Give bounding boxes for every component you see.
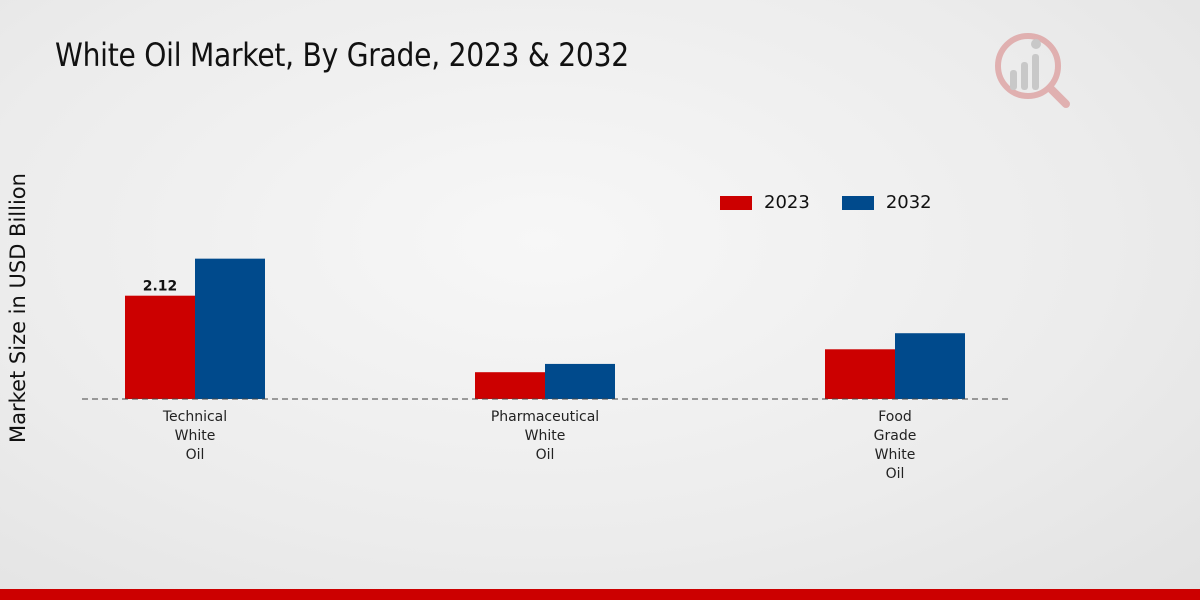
bottom-accent-bar [0,589,1200,600]
legend-swatch-2032 [841,195,874,210]
x-tick-label-line: Oil [886,466,905,482]
bar-2032-category-2 [545,363,615,399]
legend-item-2032: 2032 [841,192,932,213]
x-tick-label-2: Pharmaceutical White Oil [491,409,599,463]
legend: 2023 2032 [720,192,964,213]
bar-2032-category-1 [195,258,265,399]
legend-item-2023: 2023 [720,192,810,213]
x-tick-label-line: Grade [874,428,917,444]
x-tick-label-line: Oil [186,447,205,463]
bar-2032-category-3 [895,333,965,399]
legend-label-2023: 2023 [764,192,810,213]
x-tick-label-line: White [875,447,916,463]
bar-2023-category-3 [825,349,895,399]
legend-label-2032: 2032 [885,192,932,213]
legend-swatch-2023 [720,195,752,210]
x-tick-label-line: Oil [536,447,555,463]
bar-2023-category-2 [475,372,545,399]
market-research-logo-icon [995,33,1070,108]
bar-2023-category-1 [125,295,195,399]
x-tick-label-line: White [525,428,566,444]
x-tick-label-1: Technical White Oil [162,409,227,463]
chart-title: White Oil Market, By Grade, 2023 & 2032 [55,36,629,74]
data-label-1: 2.12 [143,279,178,295]
x-tick-label-3: Food Grade White Oil [874,409,917,482]
x-tick-label-line: Technical [162,409,227,425]
x-tick-label-line: White [175,428,216,444]
x-tick-label-line: Pharmaceutical [491,409,599,425]
x-tick-label-line: Food [878,409,912,425]
